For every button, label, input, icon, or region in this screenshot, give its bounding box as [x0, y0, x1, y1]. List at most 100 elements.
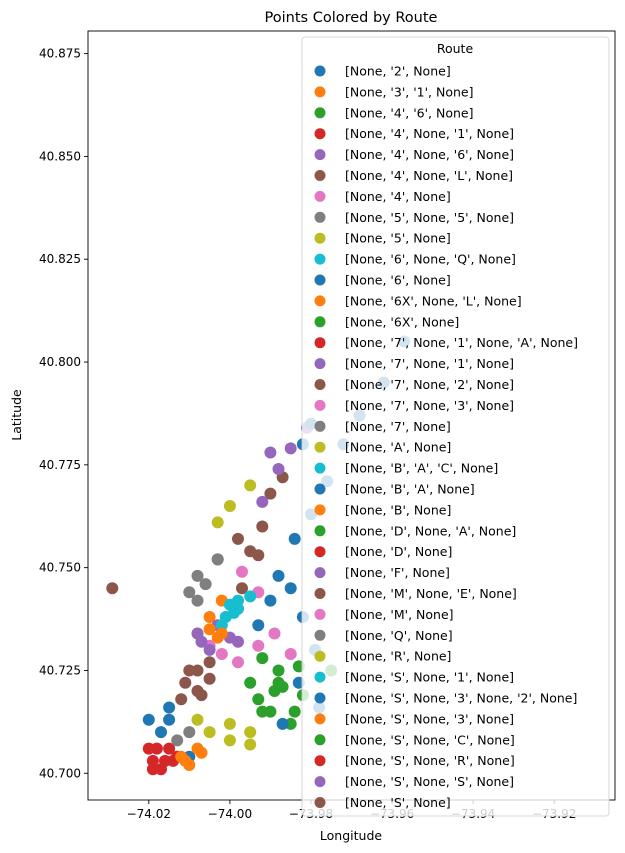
- legend-label: [None, '6', None, 'Q', None]: [345, 252, 516, 267]
- legend-marker: [314, 504, 326, 516]
- legend-entry: [None, 'A', None]: [314, 440, 451, 455]
- data-point: [236, 582, 248, 595]
- y-axis: 40.700 40.725 40.750 40.775 40.800 40.825 40.8…: [39, 47, 88, 780]
- data-point: [256, 705, 269, 718]
- legend-entry: [None, '4', None]: [314, 189, 451, 204]
- legend-label: [None, 'M', None]: [345, 607, 454, 622]
- data-point: [272, 463, 285, 475]
- legend-entry: [None, 'F', None]: [314, 565, 450, 580]
- legend-marker: [314, 128, 326, 140]
- legend-title: Route: [437, 41, 474, 56]
- data-point: [223, 717, 236, 730]
- data-point: [191, 594, 204, 607]
- legend-marker: [314, 567, 326, 579]
- data-point: [146, 763, 159, 776]
- data-point: [106, 582, 119, 595]
- data-point: [159, 754, 171, 767]
- data-point: [203, 656, 216, 669]
- legend-entry: [None, 'B', 'A', 'C', None]: [314, 461, 498, 476]
- legend-marker: [314, 776, 326, 788]
- legend-label: [None, 'B', 'A', None]: [345, 482, 475, 497]
- data-point: [163, 713, 176, 726]
- data-point: [163, 701, 176, 714]
- data-point: [272, 664, 285, 677]
- data-point: [211, 553, 224, 566]
- legend-label: [None, 'F', None]: [345, 565, 450, 580]
- legend-label: [None, '6X', None, 'L', None]: [345, 293, 522, 308]
- legend-label: [None, 'M', None, 'E', None]: [345, 586, 517, 601]
- legend-label: [None, '3', '1', None]: [345, 84, 473, 99]
- data-point: [256, 520, 269, 533]
- legend-label: [None, '7', None]: [345, 419, 451, 434]
- legend-marker: [314, 420, 326, 432]
- data-point: [179, 754, 192, 767]
- data-point: [288, 705, 301, 718]
- legend-label: [None, '4', None]: [345, 189, 451, 204]
- legend-entry: [None, 'B', 'A', None]: [314, 482, 475, 497]
- data-point: [191, 713, 204, 726]
- legend-marker: [314, 462, 326, 474]
- legend-entry: [None, 'D', None, 'A', None]: [314, 523, 516, 538]
- chart-title: Points Colored by Route: [265, 10, 438, 26]
- legend-entry: [None, '3', '1', None]: [314, 84, 473, 99]
- y-tick-label: 40.750: [39, 561, 81, 575]
- y-tick-label: 40.700: [39, 766, 81, 780]
- legend-entry: [None, '7', None, '3', None]: [314, 398, 514, 413]
- legend-label: [None, '4', None, '1', None]: [345, 126, 514, 141]
- data-point: [199, 578, 212, 591]
- legend-marker: [314, 399, 326, 411]
- data-point: [171, 734, 184, 747]
- data-point: [244, 676, 257, 689]
- data-point: [244, 726, 257, 739]
- legend-marker: [314, 546, 326, 558]
- legend-marker: [314, 629, 326, 641]
- y-tick-label: 40.800: [39, 355, 81, 369]
- legend-marker: [314, 608, 326, 620]
- legend-entries: [None, '2', None] [None, '3', '1', None] […: [314, 64, 578, 810]
- data-point: [155, 726, 167, 739]
- data-point: [211, 516, 224, 529]
- legend-entry: [None, '4', None, '1', None]: [314, 126, 514, 141]
- legend-entry: [None, '7', None, '1', None]: [314, 356, 514, 371]
- legend-marker: [314, 483, 326, 495]
- data-point: [264, 594, 277, 607]
- legend-entry: [None, '6', None, 'Q', None]: [314, 252, 516, 267]
- legend-entry: [None, 'Q', None]: [314, 628, 453, 643]
- legend-label: [None, '4', None, '6', None]: [345, 147, 514, 162]
- legend-marker: [314, 379, 326, 390]
- legend-marker: [314, 316, 326, 328]
- data-point: [284, 582, 297, 595]
- legend-label: [None, 'A', None]: [345, 440, 451, 455]
- data-point: [236, 565, 248, 578]
- legend-entry: [None, '4', None, '6', None]: [314, 147, 514, 162]
- data-point: [142, 713, 155, 726]
- legend-label: [None, '7', None, '2', None]: [345, 377, 514, 392]
- legend-entry: [None, 'D', None]: [314, 544, 452, 559]
- legend-entry: [None, 'R', None]: [314, 649, 451, 664]
- data-point: [191, 627, 204, 640]
- data-point: [175, 693, 188, 706]
- legend-marker: [314, 713, 326, 725]
- data-point: [244, 738, 257, 751]
- data-point: [203, 623, 216, 636]
- legend-label: [None, '4', '6', None]: [345, 105, 473, 120]
- legend-entry: [None, '7', None]: [314, 419, 451, 434]
- data-point: [203, 726, 216, 739]
- data-point: [191, 664, 204, 677]
- data-point: [284, 442, 297, 455]
- legend-marker: [314, 441, 326, 453]
- legend-entry: [None, '7', None, '2', None]: [314, 377, 514, 392]
- legend-label: [None, '7', None, '1', None]: [345, 356, 514, 371]
- legend-marker: [314, 650, 326, 662]
- data-point: [252, 549, 265, 562]
- legend-label: [None, 'S', None, 'C', None]: [345, 732, 515, 747]
- legend-label: [None, '5', None, '5', None]: [345, 210, 514, 225]
- legend-label: [None, '7', None, '3', None]: [345, 398, 514, 413]
- legend-label: [None, '6X', None]: [345, 314, 459, 329]
- legend-marker: [314, 337, 326, 349]
- legend-label: [None, 'B', None]: [345, 502, 451, 517]
- data-point: [288, 532, 301, 545]
- legend-marker: [314, 588, 326, 599]
- legend-marker: [314, 253, 326, 265]
